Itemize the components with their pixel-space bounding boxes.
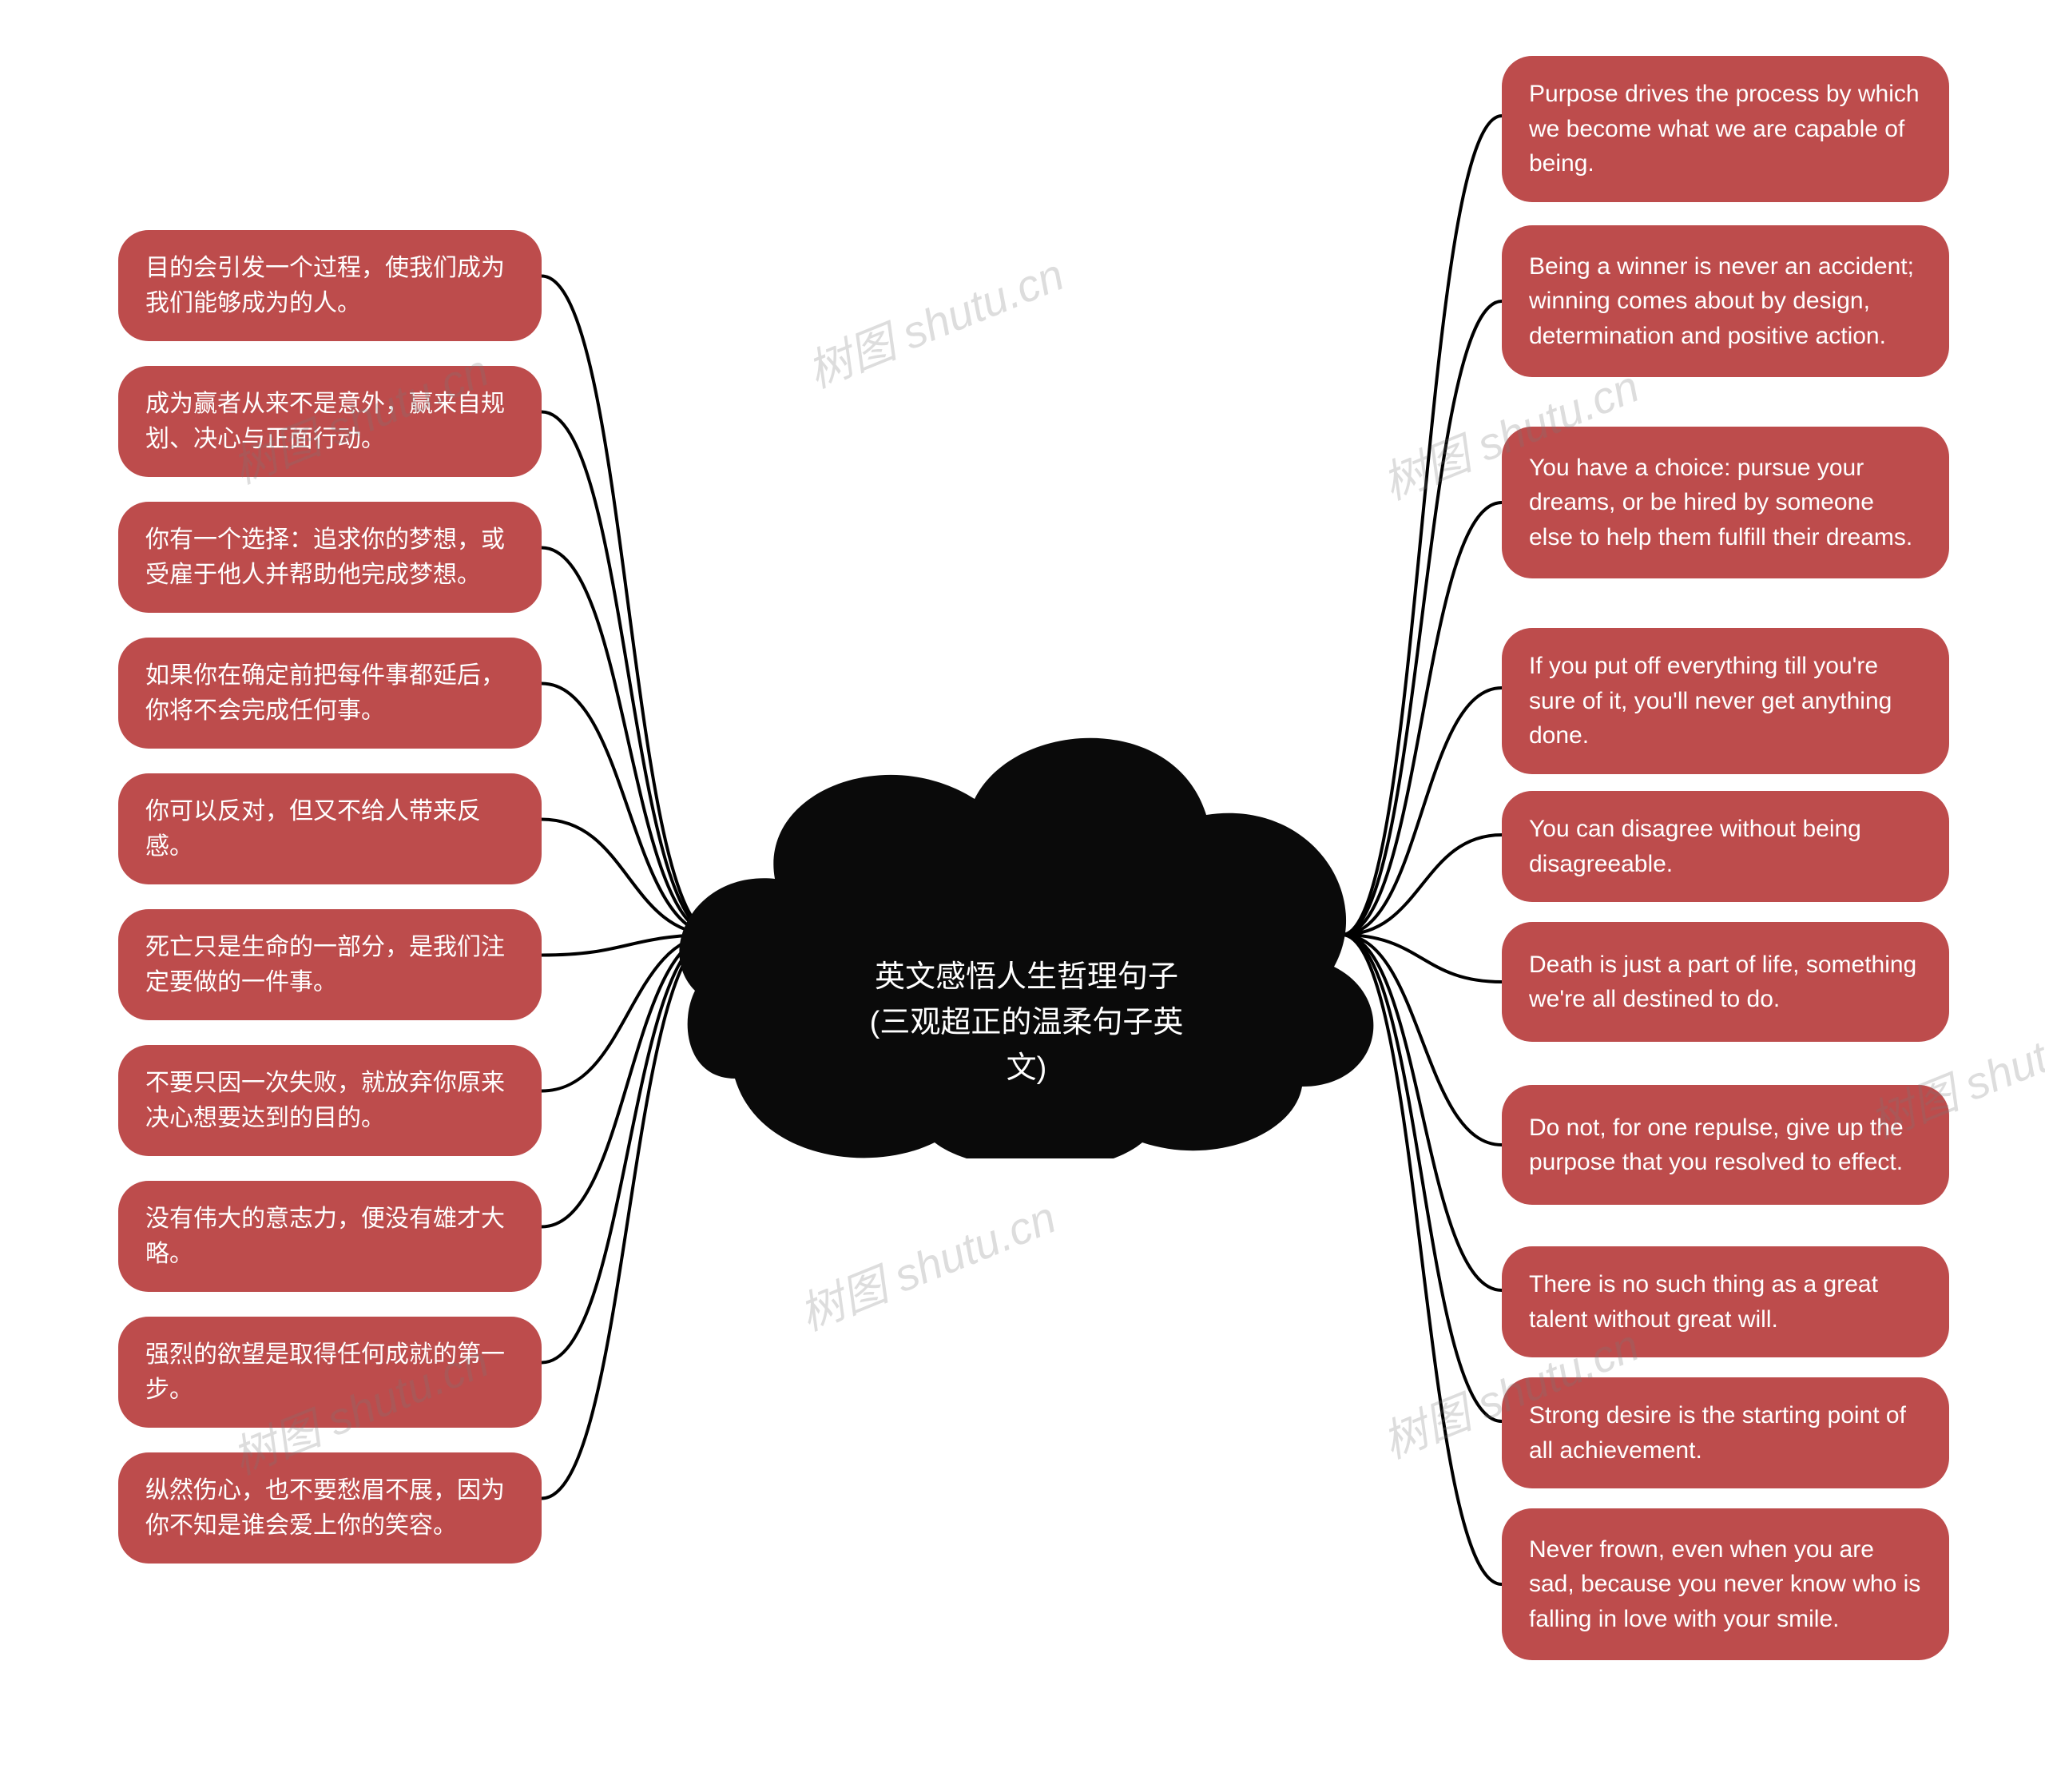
left-node-5: 死亡只是生命的一部分，是我们注定要做的一件事。	[118, 909, 542, 1020]
left-node-8: 强烈的欲望是取得任何成就的第一步。	[118, 1317, 542, 1428]
left-node-7: 没有伟大的意志力，便没有雄才大略。	[118, 1181, 542, 1292]
mindmap-canvas: 英文感悟人生哲理句子(三观超正的温柔句子英文) 目的会引发一个过程，使我们成为我…	[0, 0, 2045, 1792]
left-node-0: 目的会引发一个过程，使我们成为我们能够成为的人。	[118, 230, 542, 341]
left-node-2: 你有一个选择：追求你的梦想，或受雇于他人并帮助他完成梦想。	[118, 502, 542, 613]
right-node-9: Never frown, even when you are sad, beca…	[1502, 1508, 1949, 1660]
right-node-1: Being a winner is never an accident; win…	[1502, 225, 1949, 377]
right-node-2: You have a choice: pursue your dreams, o…	[1502, 427, 1949, 578]
left-node-9: 纵然伤心，也不要愁眉不展，因为你不知是谁会爱上你的笑容。	[118, 1452, 542, 1564]
center-title: 英文感悟人生哲理句子(三观超正的温柔句子英文)	[679, 955, 1374, 1091]
right-node-3: If you put off everything till you're su…	[1502, 628, 1949, 774]
left-node-3: 如果你在确定前把每件事都延后，你将不会完成任何事。	[118, 638, 542, 749]
center-cloud: 英文感悟人生哲理句子(三观超正的温柔句子英文)	[679, 711, 1374, 1158]
right-node-4: You can disagree without being disagreea…	[1502, 791, 1949, 902]
cloud-shape	[679, 711, 1374, 1158]
left-node-1: 成为赢者从来不是意外，赢来自规划、决心与正面行动。	[118, 366, 542, 477]
right-node-8: Strong desire is the starting point of a…	[1502, 1377, 1949, 1488]
right-node-6: Do not, for one repulse, give up the pur…	[1502, 1085, 1949, 1205]
watermark-1: 树图 shutu.cn	[796, 239, 1072, 400]
left-node-4: 你可以反对，但又不给人带来反感。	[118, 773, 542, 884]
watermark-4: 树图 shutu.cn	[788, 1182, 1064, 1343]
right-node-7: There is no such thing as a great talent…	[1502, 1246, 1949, 1357]
left-node-6: 不要只因一次失败，就放弃你原来决心想要达到的目的。	[118, 1045, 542, 1156]
right-node-5: Death is just a part of life, something …	[1502, 922, 1949, 1042]
right-node-0: Purpose drives the process by which we b…	[1502, 56, 1949, 202]
